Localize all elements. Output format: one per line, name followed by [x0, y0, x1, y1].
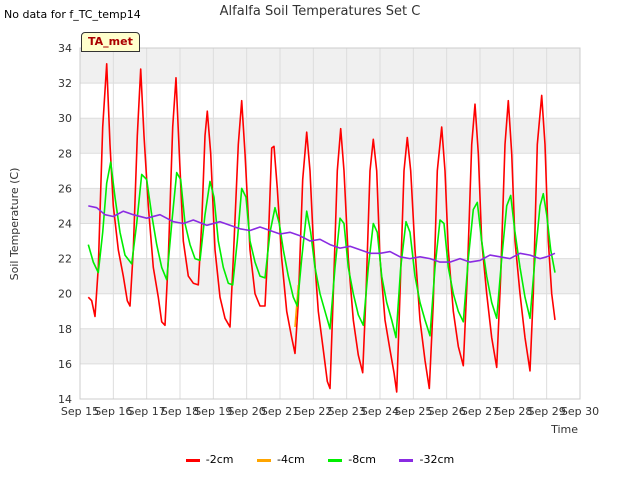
series-line-32cm [88, 205, 556, 263]
legend-swatch-4cm [257, 458, 272, 462]
x-tick-label: Sep 19 [194, 405, 232, 418]
plot-band [80, 118, 580, 154]
legend-item-8cm: -8cm [328, 453, 376, 466]
legend-item-4cm: -4cm [257, 453, 305, 466]
y-tick-label: 28 [58, 147, 72, 160]
plot-background-bands [80, 48, 580, 399]
x-tick-label: Sep 28 [494, 405, 532, 418]
y-axis-label: Soil Temperature (C) [8, 168, 21, 281]
x-tick-label: Sep 24 [361, 405, 399, 418]
chart-title: Alfalfa Soil Temperatures Set C [219, 4, 421, 19]
x-tick-label: Sep 16 [94, 405, 132, 418]
legend-swatch-8cm [328, 458, 343, 462]
y-tick-labels: 14 16 18 20 22 24 26 28 30 32 34 [58, 42, 72, 406]
x-tick-label: Sep 20 [228, 405, 266, 418]
x-tick-label: Sep 17 [128, 405, 166, 418]
x-tick-label: Sep 18 [161, 405, 199, 418]
legend-label-2cm: -2cm [205, 453, 234, 466]
plot-border [79, 47, 581, 400]
x-tick-label: Sep 23 [328, 405, 366, 418]
x-tick-label: Sep 25 [394, 405, 432, 418]
x-tick-label: Sep 21 [261, 405, 299, 418]
plot-band [80, 48, 580, 84]
legend-item-32cm: -32cm [399, 453, 454, 466]
plot-band [80, 188, 580, 224]
y-tick-label: 24 [58, 218, 72, 231]
x-tick-label: Sep 22 [294, 405, 332, 418]
plot-band [80, 328, 580, 364]
legend-swatch-32cm [399, 458, 414, 462]
x-tick-label: Sep 15 [61, 405, 99, 418]
y-tick-label: 32 [58, 77, 72, 90]
station-badge: TA_met [81, 32, 140, 52]
no-data-notice: No data for f_TC_temp14 [4, 8, 141, 21]
legend-label-8cm: -8cm [348, 453, 376, 466]
series-layer [87, 63, 556, 393]
y-tick-label: 20 [58, 288, 72, 301]
legend-label-32cm: -32cm [419, 453, 455, 466]
y-tick-label: 30 [58, 112, 72, 125]
legend-item-2cm: -2cm [185, 453, 234, 466]
x-tick-label: Sep 29 [528, 405, 566, 418]
y-tick-label: 22 [58, 253, 72, 266]
y-tick-label: 16 [58, 358, 72, 371]
y-tick-label: 18 [58, 323, 72, 336]
x-tick-label: Sep 26 [428, 405, 466, 418]
x-tick-label: Sep 27 [461, 405, 499, 418]
plot-band [80, 223, 580, 259]
y-tick-label: 26 [58, 182, 72, 195]
series-line-2cm [87, 63, 556, 393]
legend-label-4cm: -4cm [277, 453, 305, 466]
y-tick-label: 14 [58, 393, 72, 406]
plot-band [80, 83, 580, 119]
plot-band [80, 153, 580, 189]
legend: -2cm -4cm -8cm -32cm [0, 453, 640, 466]
series-line-8cm [87, 161, 556, 339]
y-tick-label: 34 [58, 42, 72, 55]
x-axis-label: Time [550, 423, 578, 436]
plot-band [80, 258, 580, 294]
legend-swatch-2cm [185, 458, 200, 462]
x-tick-label: Sep 30 [561, 405, 599, 418]
